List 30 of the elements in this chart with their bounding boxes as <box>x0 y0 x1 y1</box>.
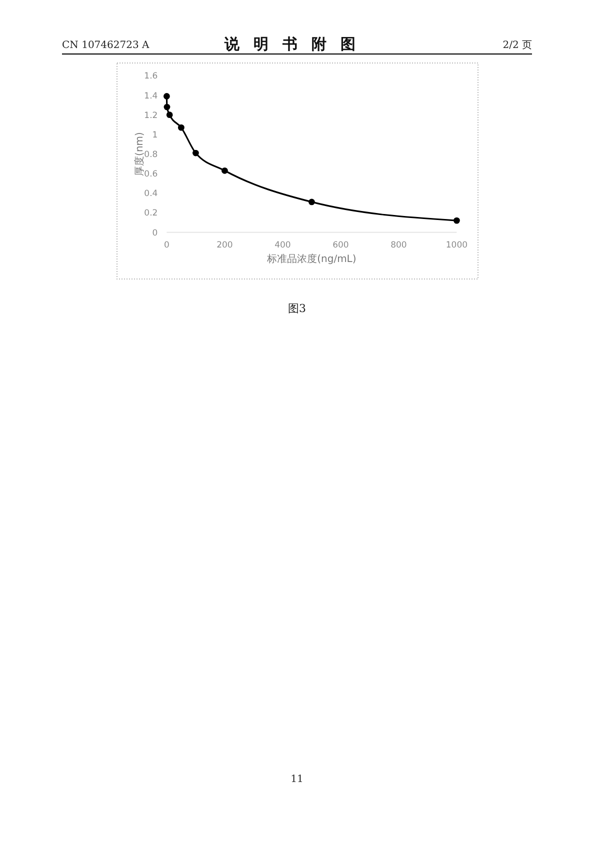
point <box>308 198 315 206</box>
text: 11 <box>290 774 304 785</box>
y-tick-label: 1.2 <box>144 110 158 121</box>
y-tick-label: 0.4 <box>144 189 158 200</box>
y-tick-label: 1 <box>152 130 158 140</box>
y-tick-label: 1.4 <box>144 91 158 102</box>
x-tick-label: 0 <box>164 240 170 250</box>
point <box>164 104 170 110</box>
x-tick-label: 600 <box>332 240 349 250</box>
point <box>222 167 228 174</box>
point <box>166 112 173 118</box>
y-tick-label: 0.2 <box>144 208 158 219</box>
caption: 图3 <box>288 302 306 315</box>
point <box>454 217 460 224</box>
text: CN 107462723 A <box>62 40 150 51</box>
x-tick-label: 400 <box>274 240 291 250</box>
point <box>192 150 199 156</box>
point <box>164 93 170 100</box>
point <box>178 124 184 131</box>
y-tick-label: 1.6 <box>144 72 158 82</box>
x-tick-label: 800 <box>390 240 407 250</box>
y-tick-label: 0.8 <box>144 150 158 160</box>
x-tick-label: 1000 <box>446 240 468 250</box>
chart-title: 说明书附图 <box>224 35 370 53</box>
x-axis-title: 标准品浓度(ng/mL) <box>266 253 356 265</box>
text: 2/2 页 <box>502 40 532 51</box>
x-tick-label: 200 <box>216 240 233 250</box>
y-tick-label: 0.6 <box>144 170 158 180</box>
y-tick-label: 0 <box>152 228 158 238</box>
y-axis-title: 厚度(nm) <box>134 132 146 176</box>
